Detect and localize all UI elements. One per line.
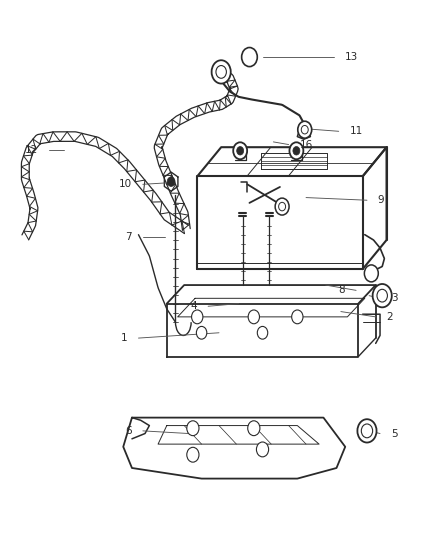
Circle shape (275, 198, 289, 215)
Circle shape (237, 147, 244, 155)
Circle shape (256, 442, 268, 457)
Circle shape (357, 419, 377, 442)
Circle shape (187, 447, 199, 462)
Circle shape (373, 284, 392, 308)
Circle shape (293, 147, 300, 155)
Circle shape (279, 203, 286, 211)
Text: 9: 9 (378, 195, 385, 205)
Circle shape (212, 60, 231, 84)
Text: 4: 4 (191, 301, 197, 311)
Circle shape (248, 421, 260, 435)
Text: 2: 2 (387, 312, 393, 322)
Circle shape (292, 310, 303, 324)
Circle shape (248, 310, 259, 324)
Text: 7: 7 (125, 232, 132, 243)
Circle shape (216, 66, 226, 78)
Text: 16: 16 (300, 140, 313, 150)
Circle shape (196, 326, 207, 339)
Circle shape (167, 177, 175, 187)
Circle shape (257, 326, 268, 339)
Circle shape (298, 121, 312, 138)
Circle shape (301, 125, 308, 134)
Text: 8: 8 (339, 285, 345, 295)
Text: 3: 3 (391, 293, 398, 303)
Text: 5: 5 (391, 429, 398, 439)
Circle shape (233, 142, 247, 159)
Circle shape (290, 142, 304, 159)
Circle shape (364, 265, 378, 282)
Circle shape (242, 47, 257, 67)
Text: 1: 1 (121, 333, 127, 343)
Text: 11: 11 (350, 126, 363, 136)
Text: 6: 6 (125, 426, 132, 436)
Text: 13: 13 (345, 52, 358, 62)
Circle shape (377, 289, 388, 302)
Text: 12: 12 (25, 145, 39, 155)
Circle shape (361, 424, 373, 438)
Circle shape (191, 310, 203, 324)
Text: 10: 10 (119, 179, 132, 189)
Circle shape (187, 421, 199, 435)
